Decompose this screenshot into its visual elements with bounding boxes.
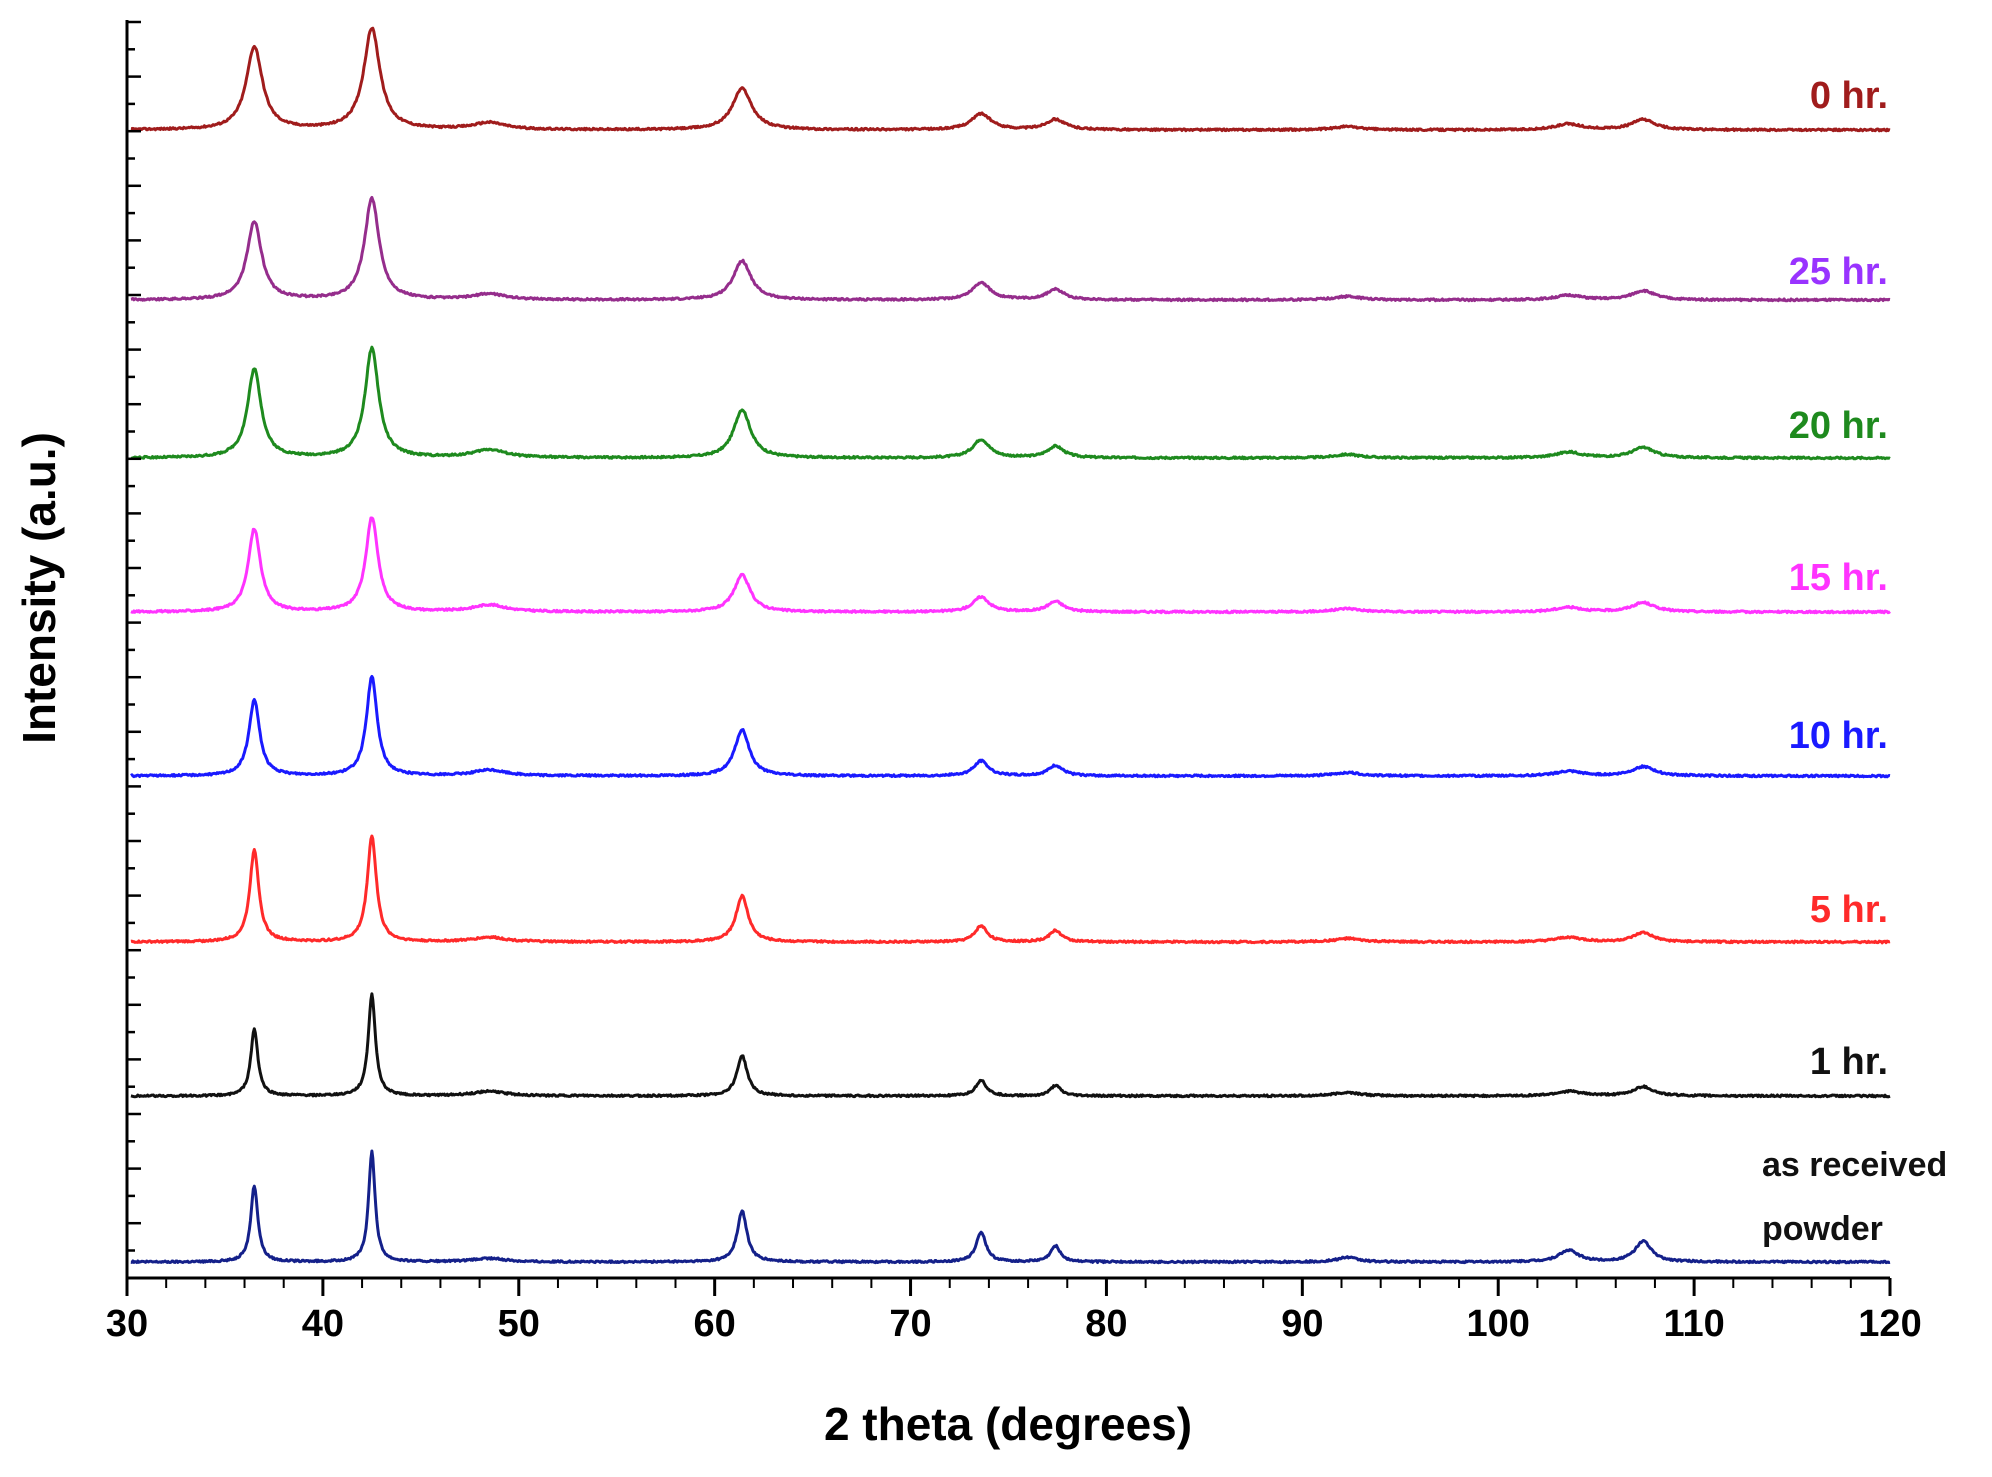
series-label-as-received-line2: powder xyxy=(1762,1210,1883,1248)
series-label-as-received-line1: as received xyxy=(1762,1146,1947,1184)
series-label-1hr: 1 hr. xyxy=(1810,1041,1888,1083)
series-label-15hr: 15 hr. xyxy=(1789,557,1888,599)
x-tick-label: 110 xyxy=(1663,1303,1724,1345)
series-line-10-hr xyxy=(130,674,1891,779)
x-tick-label: 120 xyxy=(1858,1303,1921,1345)
series-label-25hr: 25 hr. xyxy=(1789,251,1888,293)
x-tick-label: 70 xyxy=(889,1303,931,1345)
x-tick-label: 60 xyxy=(694,1303,736,1345)
series-line-25-hr xyxy=(130,195,1891,303)
series-labels-group: 0 hr. 25 hr. 20 hr. 15 hr. 10 hr. 5 hr. … xyxy=(1762,75,1947,1248)
series-line-1-hr xyxy=(130,992,1891,1099)
series-line-15-hr xyxy=(130,516,1891,615)
series-label-0hr: 0 hr. xyxy=(1810,75,1888,117)
x-tick-label: 100 xyxy=(1467,1303,1530,1345)
traces-group xyxy=(129,26,1891,1265)
series-label-20hr: 20 hr. xyxy=(1789,405,1888,447)
x-axis-title: 2 theta (degrees) xyxy=(824,1398,1192,1450)
x-tick-label: 90 xyxy=(1281,1303,1323,1345)
series-label-5hr: 5 hr. xyxy=(1810,889,1888,931)
x-tick-label: 30 xyxy=(106,1303,148,1345)
series-line-5-hr xyxy=(130,834,1891,945)
series-line-20-hr xyxy=(129,345,1891,461)
axes-group: 30 40 50 60 70 80 90 100 110 120 xyxy=(106,20,1922,1345)
x-ticks-group: 30 40 50 60 70 80 90 100 110 120 xyxy=(106,1278,1922,1345)
series-line-as-received-powder xyxy=(130,1149,1891,1265)
x-tick-label: 80 xyxy=(1085,1303,1127,1345)
y-ticks-group xyxy=(127,20,141,1280)
x-tick-label: 40 xyxy=(302,1303,344,1345)
y-axis-title: Intensity (a.u.) xyxy=(13,432,65,744)
series-label-10hr: 10 hr. xyxy=(1789,715,1888,757)
series-line-0-hr xyxy=(130,26,1891,133)
x-tick-label: 50 xyxy=(498,1303,540,1345)
